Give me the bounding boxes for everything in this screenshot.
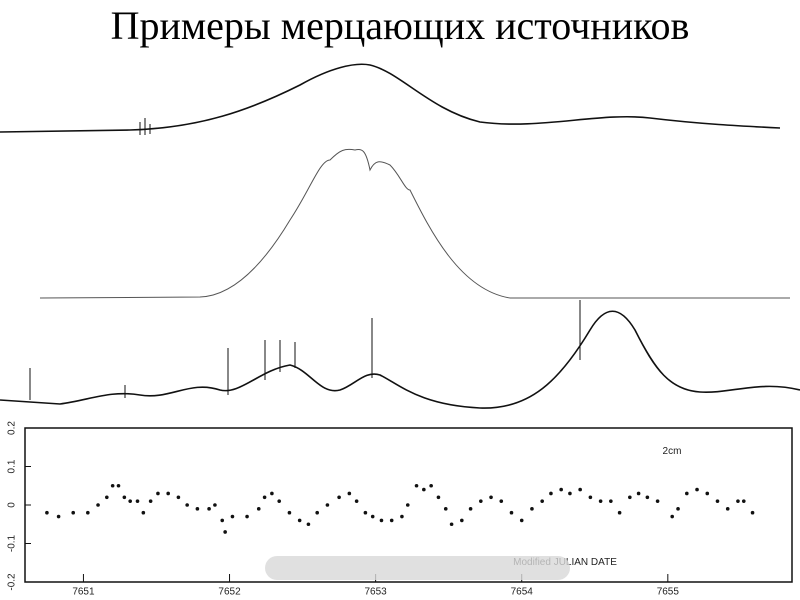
point (270, 491, 274, 496)
point (736, 499, 740, 503)
point (530, 507, 534, 511)
spikes-3 (29, 300, 581, 400)
point (354, 499, 359, 503)
y-tick-label: 0.1 (7, 459, 18, 473)
point (325, 503, 330, 507)
point (414, 483, 419, 488)
light-curve-1 (0, 63, 781, 133)
slide-title: Примеры мерцающих источников (111, 3, 690, 48)
point (436, 495, 441, 500)
point (741, 499, 746, 503)
point (443, 507, 448, 511)
point (116, 483, 121, 488)
point (105, 495, 109, 500)
point (588, 495, 593, 500)
point (207, 507, 211, 511)
x-tick-label: 7655 (657, 587, 680, 598)
point (230, 514, 235, 519)
point (636, 491, 641, 496)
point (509, 510, 514, 515)
point (645, 495, 650, 500)
point (549, 491, 553, 496)
point (695, 487, 699, 492)
x-tick-label: 7654 (511, 587, 534, 598)
point (128, 499, 132, 503)
point (45, 510, 49, 515)
spikes-1 (139, 118, 151, 135)
point (449, 522, 454, 527)
point (277, 499, 282, 503)
point (540, 499, 544, 503)
y-tick-label: -0.2 (7, 573, 18, 591)
point (297, 518, 302, 523)
point (220, 518, 225, 523)
point (122, 495, 127, 500)
y-tick-label: 0 (7, 502, 18, 508)
point (347, 491, 352, 496)
point (363, 510, 368, 515)
point (315, 510, 319, 515)
point (670, 514, 675, 519)
point (185, 503, 189, 507)
x-tick-label: 7653 (365, 587, 388, 598)
point (655, 499, 660, 503)
point (422, 487, 426, 492)
point (617, 510, 622, 515)
point (559, 487, 563, 492)
point (379, 518, 384, 523)
point (245, 514, 249, 519)
annotation: 2cm (663, 446, 682, 457)
point (166, 491, 170, 496)
point (479, 499, 483, 503)
point (71, 510, 76, 515)
point (56, 514, 61, 519)
point (389, 518, 394, 523)
point (148, 499, 153, 503)
point (429, 483, 433, 488)
x-tick-label: 7651 (72, 587, 95, 598)
point (715, 499, 720, 503)
point (86, 510, 90, 515)
media-controls[interactable] (265, 556, 570, 580)
point (499, 499, 504, 503)
x-tick-label: 7652 (218, 587, 241, 598)
point (213, 503, 217, 507)
point (705, 491, 710, 496)
point (725, 507, 730, 511)
point (628, 495, 632, 500)
point (223, 530, 227, 534)
light-curve-3 (0, 310, 800, 409)
point (578, 487, 582, 492)
point (195, 507, 200, 511)
y-tick-label: 0.2 (7, 421, 18, 435)
y-tick-label: -0.1 (7, 534, 18, 552)
point (489, 495, 493, 500)
point (256, 507, 261, 511)
point (370, 514, 375, 519)
point (135, 499, 140, 503)
point (750, 510, 755, 515)
point (609, 499, 613, 503)
point (685, 491, 689, 496)
point (460, 518, 464, 523)
point (110, 483, 115, 488)
point (306, 522, 311, 527)
point (156, 491, 160, 496)
point (176, 495, 181, 500)
point (141, 510, 146, 515)
light-curve-2 (39, 148, 790, 299)
point (337, 495, 341, 500)
point (676, 507, 680, 511)
point (405, 503, 410, 507)
point (468, 507, 473, 511)
point (400, 514, 404, 519)
point (568, 491, 572, 496)
point (519, 518, 524, 523)
point (598, 499, 603, 503)
point (287, 510, 292, 515)
point (262, 495, 267, 500)
point (96, 503, 100, 507)
